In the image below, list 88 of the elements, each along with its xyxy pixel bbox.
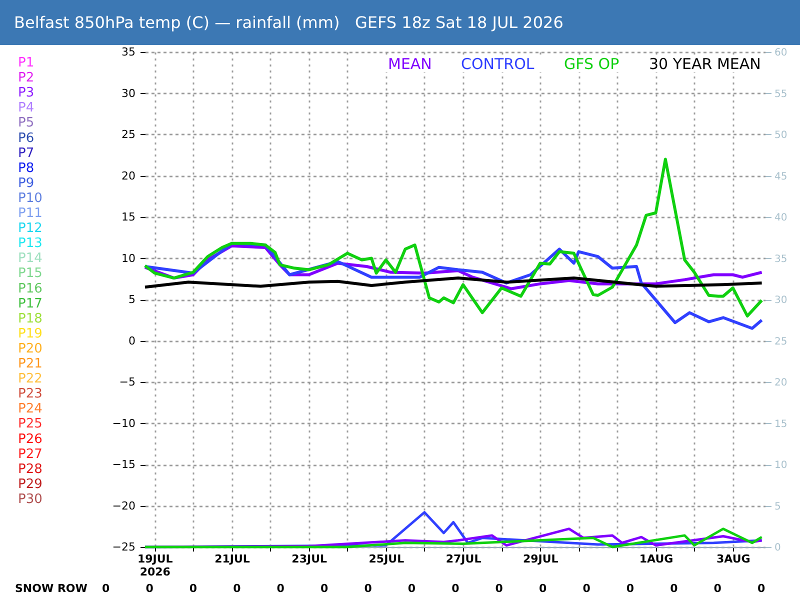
y-tick-label: −5 bbox=[119, 376, 136, 388]
legend-label: P7 bbox=[18, 146, 34, 161]
y2-tick-label: 15 bbox=[774, 418, 788, 430]
text: 0 bbox=[320, 582, 328, 595]
legend-label: P23 bbox=[18, 386, 42, 402]
legend-label: P6 bbox=[18, 130, 34, 146]
legend-label: P29 bbox=[18, 476, 42, 492]
y2-tick-label: 35 bbox=[774, 254, 788, 265]
text: GFS OP bbox=[564, 54, 620, 73]
y2-tick-label: 30 bbox=[774, 295, 788, 306]
y2-tick-label: 40 bbox=[774, 212, 788, 224]
legend-label: P5 bbox=[18, 116, 34, 131]
text: 0 bbox=[582, 582, 590, 595]
x-tick-label: 25JUL bbox=[368, 552, 404, 566]
y-tick-label: 20 bbox=[122, 169, 136, 182]
legend-label: P10 bbox=[18, 190, 42, 206]
legend-label: P4 bbox=[18, 100, 34, 116]
x-tick-label: 23JUL bbox=[292, 552, 328, 566]
legend-label: P28 bbox=[18, 462, 42, 477]
text: 0 bbox=[189, 582, 198, 595]
y2-tick-label: 60 bbox=[774, 48, 788, 58]
text: CONTROL bbox=[461, 54, 535, 73]
x-tick-label: 1AUG bbox=[639, 552, 674, 566]
x-tick-label: 27JUL bbox=[446, 552, 482, 566]
text: SNOW ROW bbox=[15, 582, 88, 595]
legend-label: P30 bbox=[18, 492, 42, 507]
text: 0 bbox=[714, 582, 722, 595]
legend-label: P27 bbox=[18, 446, 42, 462]
legend-label: P26 bbox=[18, 432, 42, 447]
y-tick-label: 30 bbox=[122, 86, 136, 100]
legend-label: P15 bbox=[18, 266, 42, 282]
y-tick-label: −15 bbox=[112, 458, 136, 471]
x-tick-label: 3AUG bbox=[716, 552, 750, 566]
line-series bbox=[144, 158, 764, 318]
text: 0 bbox=[670, 582, 678, 595]
legend-label: P20 bbox=[18, 341, 42, 356]
text: 0 bbox=[452, 582, 460, 595]
y2-tick-label: 45 bbox=[774, 171, 788, 182]
legend-label: P16 bbox=[18, 281, 42, 296]
legend-label: P9 bbox=[18, 176, 34, 191]
text: 0 bbox=[495, 582, 503, 595]
chart-title: Belfast 850hPa temp (C) — rainfall (mm) GEFS 18z Sat 18 JUL 2026 bbox=[0, 0, 800, 45]
text: 0 bbox=[626, 582, 634, 595]
legend-label: P8 bbox=[18, 160, 34, 176]
legend-label: P3 bbox=[18, 86, 34, 101]
line-series bbox=[144, 276, 764, 289]
y-tick-label: 15 bbox=[122, 210, 136, 224]
y2-tick-label: 20 bbox=[774, 378, 788, 388]
legend-label: P24 bbox=[18, 402, 42, 417]
x-tick-label: 29JUL bbox=[522, 552, 558, 566]
y2-tick-label: 55 bbox=[774, 88, 788, 100]
legend-label: P22 bbox=[18, 372, 42, 387]
text: 30 YEAR MEAN bbox=[649, 54, 761, 73]
legend-label: P2 bbox=[18, 70, 34, 86]
y-tick-label: −20 bbox=[112, 499, 136, 512]
legend-label: P18 bbox=[18, 311, 42, 326]
legend-label: P17 bbox=[18, 296, 42, 312]
legend-label: P14 bbox=[18, 251, 42, 266]
text: 0 bbox=[102, 582, 110, 595]
y2-tick-label: 10 bbox=[774, 460, 788, 471]
y2-tick-label: 25 bbox=[774, 336, 788, 348]
legend-label: P25 bbox=[18, 416, 42, 432]
legend-label: P19 bbox=[18, 326, 42, 342]
text: 0 bbox=[233, 582, 241, 595]
y-tick-label: 0 bbox=[128, 334, 136, 348]
y-tick-label: −25 bbox=[112, 540, 136, 554]
text: 0 bbox=[408, 582, 416, 595]
text: 0 bbox=[539, 582, 547, 595]
text: 0 bbox=[758, 582, 766, 595]
y-tick-label: 5 bbox=[128, 293, 136, 306]
legend-label: P13 bbox=[18, 236, 42, 252]
legend-label: P1 bbox=[18, 56, 34, 70]
y2-tick-label: 50 bbox=[774, 130, 788, 141]
y-tick-label: −10 bbox=[112, 416, 136, 430]
text: 0 bbox=[146, 582, 154, 595]
text: 0 bbox=[364, 582, 372, 595]
y-tick-label: 10 bbox=[122, 252, 136, 265]
x-tick-label: 21JUL bbox=[214, 552, 250, 566]
legend-label: P21 bbox=[18, 356, 42, 372]
text: 0 bbox=[276, 582, 284, 595]
legend-label: P11 bbox=[18, 206, 42, 221]
x-tick-label: 19JUL 2026 bbox=[137, 552, 173, 578]
text: MEAN bbox=[388, 54, 432, 73]
y2-tick-label: 5 bbox=[774, 501, 781, 512]
y-tick-label: 35 bbox=[122, 46, 136, 58]
y2-tick-label: 0 bbox=[774, 542, 781, 554]
y-tick-label: 25 bbox=[122, 128, 136, 141]
legend-label: P12 bbox=[18, 221, 42, 236]
